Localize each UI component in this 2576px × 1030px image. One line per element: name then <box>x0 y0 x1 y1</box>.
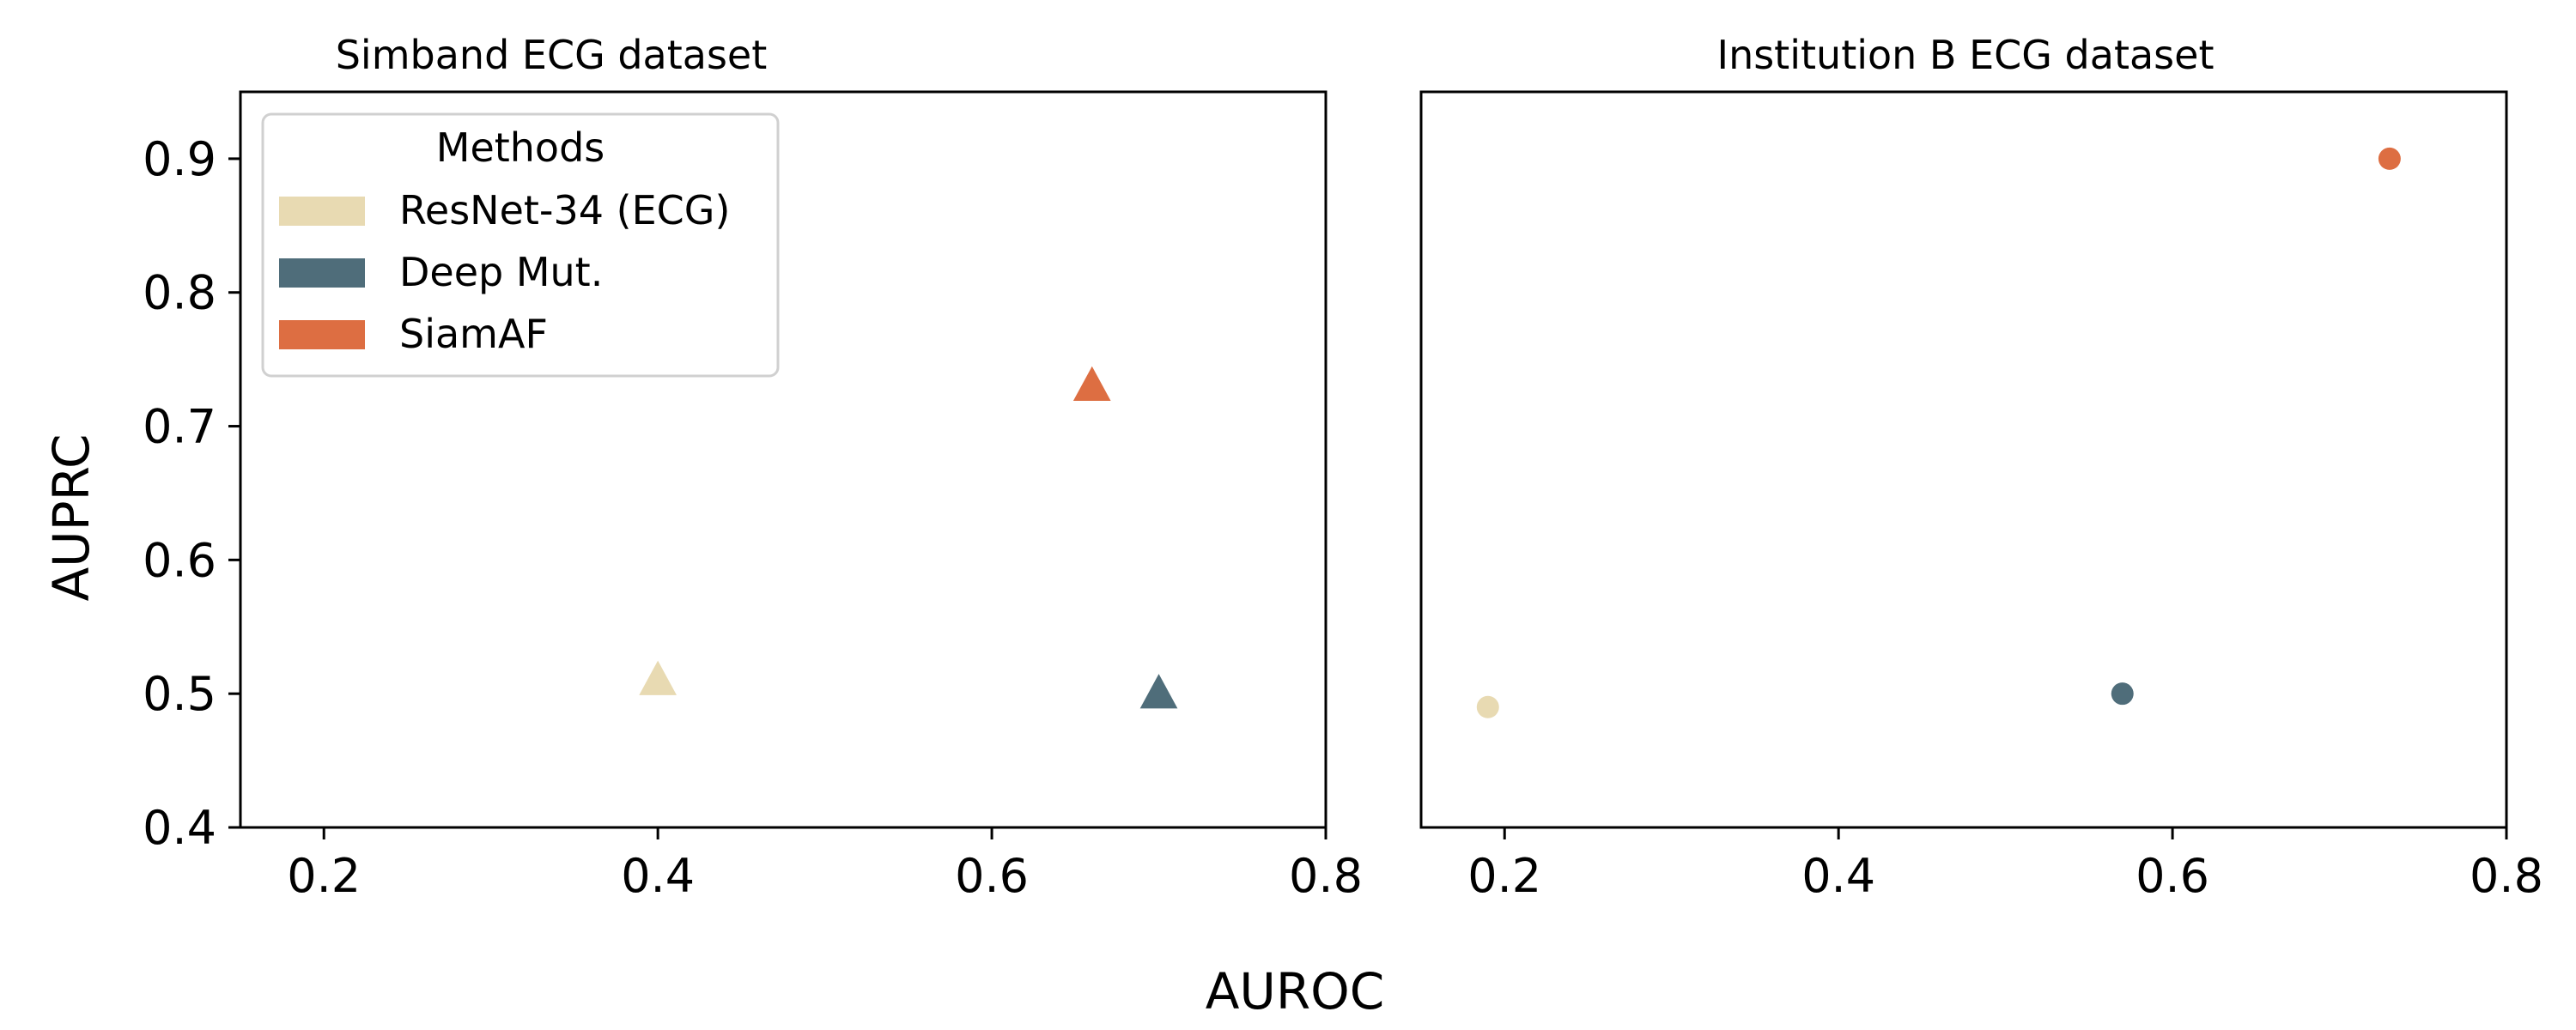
institution-b-plot-area: 0.2 0.4 0.6 0.8 <box>1467 147 2543 903</box>
simband-x-tick-label: 0.4 <box>621 849 695 903</box>
simband-y-tick-label: 0.9 <box>143 132 216 186</box>
simband-y-tick-label: 0.8 <box>143 266 216 320</box>
legend-label-siamaf: SiamAF <box>399 311 548 357</box>
x-axis-label: AUROC <box>1206 962 1385 1021</box>
simband-x-tick-label: 0.2 <box>287 849 361 903</box>
simband-x-tick-label: 0.6 <box>955 849 1029 903</box>
panel-institution-b: Institution B ECG dataset 0.2 0.4 0.6 0.8 <box>1419 32 2543 903</box>
institution-b-x-tick-label: 0.4 <box>1801 849 1875 903</box>
legend-label-resnet-34-ecg: ResNet-34 (ECG) <box>399 187 730 233</box>
legend: Methods ResNet-34 (ECG) Deep Mut. SiamAF <box>261 112 780 378</box>
institution-b-axes-frame <box>1419 90 2508 829</box>
legend-swatch-deep-mut <box>279 258 365 288</box>
institution-b-point-resnet-34-ecg <box>1476 695 1499 718</box>
panel-title-institution-b: Institution B ECG dataset <box>1717 32 2215 78</box>
simband-y-tick-label: 0.7 <box>143 400 216 454</box>
simband-y-tick-label: 0.6 <box>143 533 216 587</box>
simband-plot-area: 0.2 0.4 0.6 0.8 0.4 0.5 0.6 0.7 0.8 0.9 <box>143 132 1363 903</box>
simband-y-tick-label: 0.4 <box>143 801 216 855</box>
legend-box <box>261 112 780 378</box>
institution-b-x-tick-label: 0.2 <box>1467 849 1541 903</box>
simband-y-tick-label: 0.5 <box>143 667 216 721</box>
institution-b-x-tick-label: 0.6 <box>2136 849 2209 903</box>
legend-label-deep-mut: Deep Mut. <box>399 249 603 295</box>
institution-b-point-siamaf <box>2378 147 2401 170</box>
panel-title-simband: Simband ECG dataset <box>336 32 768 78</box>
simband-x-tick-label: 0.8 <box>1289 849 1363 903</box>
legend-swatch-siamaf <box>279 320 365 349</box>
y-axis-label: AUPRC <box>42 433 100 601</box>
institution-b-point-deep-mut <box>2111 682 2134 706</box>
simband-axes-frame <box>239 90 1327 829</box>
simband-point-siamaf <box>1072 366 1111 402</box>
panel-simband: Simband ECG dataset 0.2 0.4 0.6 0.80.40.50.… <box>143 32 1363 903</box>
legend-swatch-resnet-34-ecg <box>279 197 365 226</box>
institution-b-x-tick-label: 0.8 <box>2470 849 2543 903</box>
simband-point-resnet-34-ecg <box>639 660 677 695</box>
legend-entries: ResNet-34 (ECG) Deep Mut. SiamAF <box>279 187 730 357</box>
legend-title: Methods <box>436 124 605 171</box>
simband-point-deep-mut <box>1139 674 1178 709</box>
